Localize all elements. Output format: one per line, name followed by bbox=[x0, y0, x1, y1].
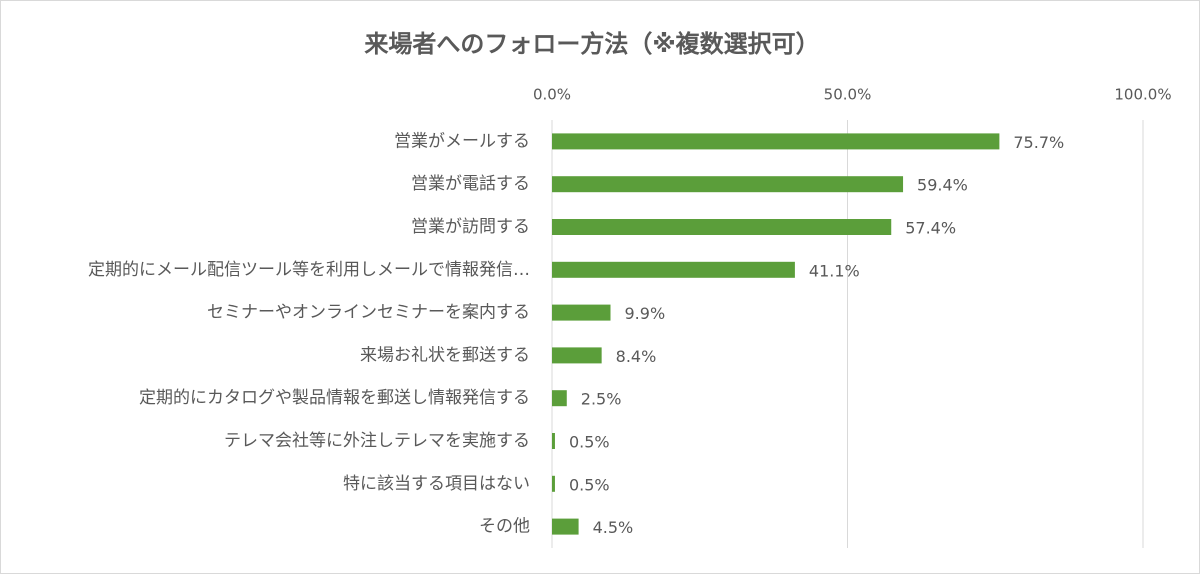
y-tick-label: テレマ会社等に外注しテレマを実施する bbox=[224, 431, 530, 451]
y-tick-label: その他 bbox=[479, 517, 530, 537]
y-tick-label: 定期的にメール配信ツール等を利用しメールで情報発信… bbox=[88, 260, 530, 280]
bar bbox=[552, 433, 555, 449]
value-label: 4.5% bbox=[593, 518, 634, 537]
value-label: 41.1% bbox=[809, 261, 860, 280]
value-label: 59.4% bbox=[917, 176, 968, 195]
bar bbox=[552, 261, 795, 278]
bar bbox=[552, 219, 892, 235]
value-label: 2.5% bbox=[581, 390, 622, 409]
y-tick-label: 営業が電話する bbox=[411, 174, 530, 194]
value-label: 0.5% bbox=[569, 433, 610, 452]
value-label: 9.9% bbox=[625, 304, 666, 323]
bar bbox=[552, 347, 602, 364]
y-tick-label: 来場お礼状を郵送する bbox=[360, 345, 530, 365]
y-tick-label: 営業が訪問する bbox=[411, 217, 530, 237]
x-tick-label: 50.0% bbox=[824, 86, 872, 104]
y-tick-label: 定期的にカタログや製品情報を郵送し情報発信する bbox=[139, 388, 530, 408]
chart-title: 来場者へのフォロー方法（※複数選択可） bbox=[364, 30, 819, 58]
y-tick-label: 特に該当する項目はない bbox=[343, 474, 530, 494]
value-label: 0.5% bbox=[569, 475, 610, 494]
x-tick-label: 100.0% bbox=[1114, 86, 1171, 104]
bar bbox=[552, 176, 904, 193]
bar bbox=[552, 133, 1000, 150]
value-label: 57.4% bbox=[905, 219, 956, 238]
y-tick-label: セミナーやオンラインセミナーを案内する bbox=[207, 303, 530, 323]
value-label: 8.4% bbox=[616, 347, 657, 366]
bar bbox=[552, 304, 611, 321]
x-tick-label: 0.0% bbox=[533, 86, 571, 104]
bar bbox=[552, 518, 579, 535]
bar bbox=[552, 390, 567, 407]
y-tick-label: 営業がメールする bbox=[394, 131, 530, 151]
value-label: 75.7% bbox=[1013, 133, 1064, 152]
bar bbox=[552, 475, 555, 492]
